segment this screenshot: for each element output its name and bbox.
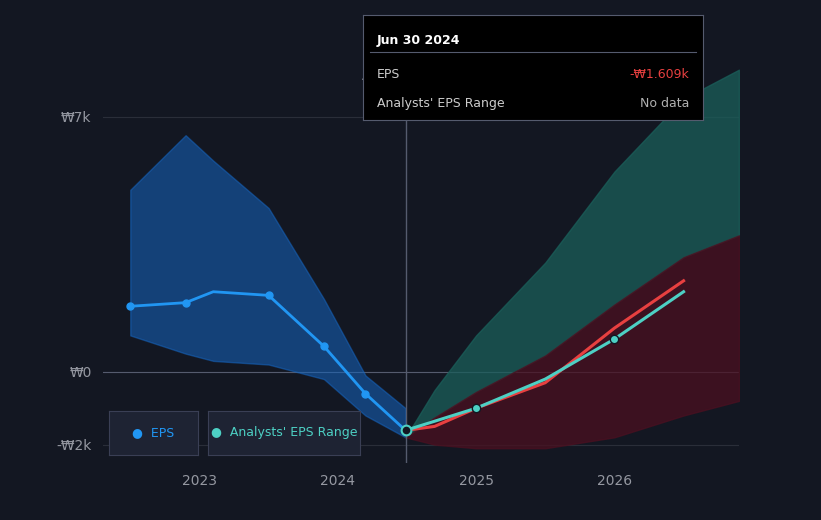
Text: Analysts Forecasts: Analysts Forecasts (410, 70, 526, 83)
Text: No data: No data (640, 97, 690, 110)
Text: EPS: EPS (377, 68, 400, 81)
Text: Analysts' EPS Range: Analysts' EPS Range (377, 97, 504, 110)
Text: Actual: Actual (362, 70, 401, 83)
Text: -₩1.609k: -₩1.609k (630, 68, 690, 81)
Text: Jun 30 2024: Jun 30 2024 (377, 34, 460, 47)
